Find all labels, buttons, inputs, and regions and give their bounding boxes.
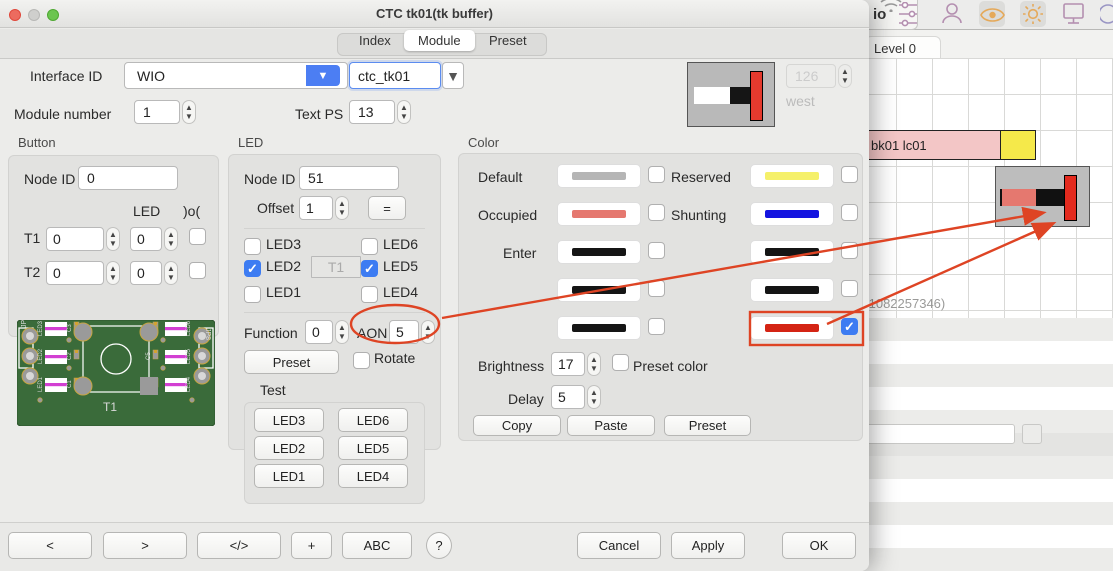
svg-text:LED3: LED3 [38,320,44,336]
svg-text:T1: T1 [103,400,117,414]
svg-text:C1: C1 [67,380,73,388]
svg-text:C3: C3 [67,324,73,332]
svg-text:LED5: LED5 [186,348,192,364]
svg-text:JP8: JP8 [204,328,211,340]
svg-text:LED2: LED2 [38,348,44,364]
svg-text:LED4: LED4 [186,376,192,392]
svg-text:JP7: JP7 [21,320,28,328]
svg-text:LED1: LED1 [38,376,44,392]
svg-text:LED6: LED6 [186,320,192,336]
svg-text:C2: C2 [67,352,73,360]
